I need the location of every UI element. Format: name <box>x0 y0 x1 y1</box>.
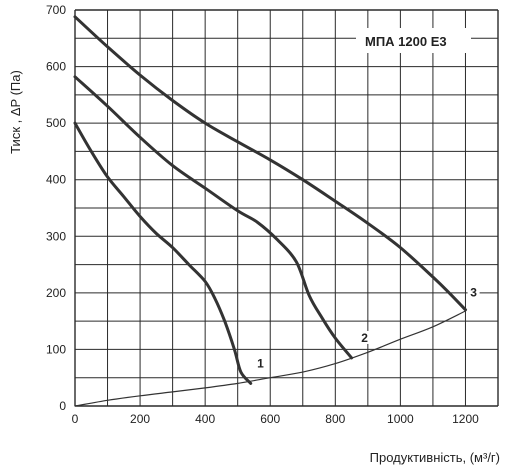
y-tick-label: 200 <box>46 286 66 300</box>
y-tick-label: 300 <box>46 229 66 243</box>
y-axis-ticks: 0 100 200 300 400 500 600 700 <box>46 3 66 413</box>
x-axis-ticks: 0 200 400 600 800 1000 1200 <box>72 412 479 426</box>
series-line-system <box>74 310 467 407</box>
x-axis-title: Продуктивність, (м³/г) <box>370 450 500 465</box>
chart-curves <box>73 15 467 407</box>
y-axis-title: Тиск , ΔP (Па) <box>8 70 23 154</box>
curve-label: 3 <box>470 286 477 300</box>
curve-label: 1 <box>257 356 264 370</box>
chart-grid <box>74 9 499 407</box>
series-line-1 <box>73 121 253 385</box>
y-tick-label: 600 <box>46 60 66 74</box>
title-box <box>356 28 471 53</box>
series-line-3 <box>73 15 467 312</box>
x-tick-label: 1000 <box>387 412 414 426</box>
x-tick-label: 600 <box>260 412 280 426</box>
y-tick-label: 500 <box>46 116 66 130</box>
x-tick-label: 200 <box>130 412 150 426</box>
x-tick-label: 400 <box>195 412 215 426</box>
x-tick-label: 0 <box>72 412 79 426</box>
x-tick-label: 800 <box>325 412 345 426</box>
chart-title: МПА 1200 Е3 <box>365 34 447 49</box>
curve-label-backdrop <box>254 356 267 370</box>
y-tick-label: 0 <box>59 399 66 413</box>
y-tick-label: 400 <box>46 173 66 187</box>
y-tick-label: 700 <box>46 3 66 17</box>
curve-label: 2 <box>361 331 368 345</box>
curve-annotations: 1 2 3 <box>254 285 480 370</box>
curve-label-backdrop <box>358 330 371 344</box>
x-tick-label: 1200 <box>452 412 479 426</box>
y-tick-label: 100 <box>46 342 66 356</box>
series-line-2 <box>73 75 354 360</box>
curve-label-backdrop <box>467 285 480 299</box>
